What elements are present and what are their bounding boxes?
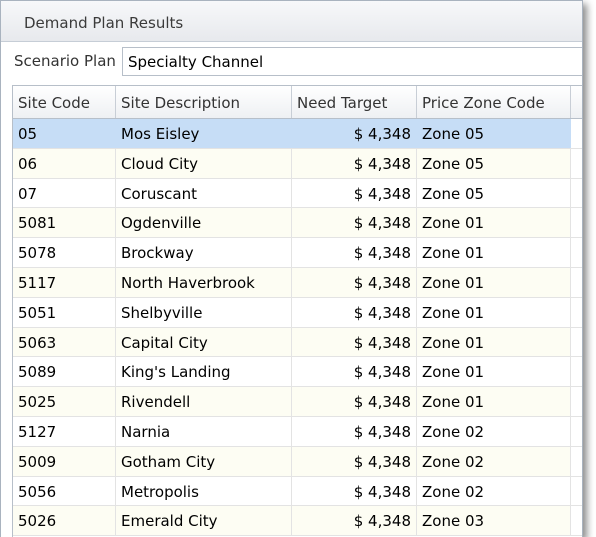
row-filler (571, 327, 582, 357)
need-target-cell[interactable]: $ 4,348 (292, 148, 417, 178)
site-description-cell[interactable]: Brockway (116, 238, 292, 267)
site-code-cell[interactable]: 06 (13, 148, 116, 178)
site-description-cell[interactable]: Emerald City (116, 506, 292, 536)
price-zone-code-cell[interactable]: Zone 05 (417, 178, 571, 208)
table-row[interactable]: 5025 Rivendell $ 4,348 Zone 01 (13, 387, 582, 417)
row-filler (571, 148, 582, 178)
scenario-plan-label: Scenario Plan (14, 52, 116, 70)
site-code-cell[interactable]: 5117 (13, 267, 116, 297)
row-filler (571, 297, 582, 327)
need-target-cell[interactable]: $ 4,348 (292, 267, 417, 297)
need-target-cell[interactable]: $ 4,348 (292, 238, 417, 267)
site-description-cell[interactable]: Metropolis (116, 476, 292, 506)
price-zone-code-cell[interactable]: Zone 01 (417, 327, 571, 357)
row-filler (571, 506, 582, 536)
need-target-cell[interactable]: $ 4,348 (292, 178, 417, 208)
site-code-cell[interactable]: 5089 (13, 357, 116, 387)
need-target-cell[interactable]: $ 4,348 (292, 416, 417, 446)
need-target-cell[interactable]: $ 4,348 (292, 327, 417, 357)
site-description-cell[interactable]: Cloud City (116, 148, 292, 178)
column-header-site-code[interactable]: Site Code (13, 86, 116, 118)
window-titlebar: Demand Plan Results (1, 1, 582, 42)
column-header-price-zone-code[interactable]: Price Zone Code (417, 86, 571, 118)
price-zone-code-cell[interactable]: Zone 03 (417, 506, 571, 536)
row-filler (571, 119, 582, 148)
site-code-cell[interactable]: 5026 (13, 506, 116, 536)
row-filler (571, 208, 582, 238)
site-code-cell[interactable]: 5051 (13, 297, 116, 327)
site-code-cell[interactable]: 5009 (13, 446, 116, 476)
grid-rows: 05 Mos Eisley $ 4,348 Zone 05 06 Cloud City $ … (13, 119, 582, 537)
site-description-cell[interactable]: Coruscant (116, 178, 292, 208)
table-row[interactable]: 5089 King's Landing $ 4,348 Zone 01 (13, 357, 582, 388)
price-zone-code-cell[interactable]: Zone 01 (417, 297, 571, 327)
need-target-cell[interactable]: $ 4,348 (292, 357, 417, 387)
site-description-cell[interactable]: North Haverbrook (116, 267, 292, 297)
table-row[interactable]: 07 Coruscant $ 4,348 Zone 05 (13, 178, 582, 209)
column-header-filler (571, 86, 582, 118)
site-description-cell[interactable]: Capital City (116, 327, 292, 357)
table-row[interactable]: 5056 Metropolis $ 4,348 Zone 02 (13, 476, 582, 507)
site-code-cell[interactable]: 5127 (13, 416, 116, 446)
row-filler (571, 446, 582, 476)
table-row[interactable]: 5081 Ogdenville $ 4,348 Zone 01 (13, 208, 582, 239)
demand-plan-results-window: Demand Plan Results Scenario Plan Specia… (0, 0, 583, 537)
table-row[interactable]: 5026 Emerald City $ 4,348 Zone 03 (13, 506, 582, 537)
site-description-cell[interactable]: King's Landing (116, 357, 292, 387)
table-row[interactable]: 5078 Brockway $ 4,348 Zone 01 (13, 238, 582, 268)
site-code-cell[interactable]: 5081 (13, 208, 116, 238)
price-zone-code-cell[interactable]: Zone 01 (417, 357, 571, 387)
site-description-cell[interactable]: Shelbyville (116, 297, 292, 327)
site-code-cell[interactable]: 5056 (13, 476, 116, 506)
table-row[interactable]: 5063 Capital City $ 4,348 Zone 01 (13, 327, 582, 358)
row-filler (571, 178, 582, 208)
grid-header: Site Code Site Description Need Target P… (13, 86, 582, 119)
row-filler (571, 476, 582, 506)
price-zone-code-cell[interactable]: Zone 01 (417, 208, 571, 238)
results-grid: Site Code Site Description Need Target P… (12, 85, 582, 537)
site-code-cell[interactable]: 5063 (13, 327, 116, 357)
price-zone-code-cell[interactable]: Zone 01 (417, 387, 571, 416)
row-filler (571, 416, 582, 446)
site-description-cell[interactable]: Narnia (116, 416, 292, 446)
site-description-cell[interactable]: Mos Eisley (116, 119, 292, 148)
price-zone-code-cell[interactable]: Zone 02 (417, 476, 571, 506)
table-row[interactable]: 05 Mos Eisley $ 4,348 Zone 05 (13, 119, 582, 149)
window-title: Demand Plan Results (24, 14, 184, 32)
site-code-cell[interactable]: 07 (13, 178, 116, 208)
table-row[interactable]: 5117 North Haverbrook $ 4,348 Zone 01 (13, 267, 582, 298)
table-row[interactable]: 06 Cloud City $ 4,348 Zone 05 (13, 148, 582, 179)
price-zone-code-cell[interactable]: Zone 01 (417, 238, 571, 267)
price-zone-code-cell[interactable]: Zone 02 (417, 446, 571, 476)
table-row[interactable]: 5009 Gotham City $ 4,348 Zone 02 (13, 446, 582, 477)
need-target-cell[interactable]: $ 4,348 (292, 297, 417, 327)
price-zone-code-cell[interactable]: Zone 05 (417, 119, 571, 148)
table-row[interactable]: 5127 Narnia $ 4,348 Zone 02 (13, 416, 582, 447)
need-target-cell[interactable]: $ 4,348 (292, 476, 417, 506)
need-target-cell[interactable]: $ 4,348 (292, 119, 417, 148)
need-target-cell[interactable]: $ 4,348 (292, 387, 417, 416)
site-description-cell[interactable]: Ogdenville (116, 208, 292, 238)
need-target-cell[interactable]: $ 4,348 (292, 506, 417, 536)
site-description-cell[interactable]: Rivendell (116, 387, 292, 416)
price-zone-code-cell[interactable]: Zone 05 (417, 148, 571, 178)
price-zone-code-cell[interactable]: Zone 02 (417, 416, 571, 446)
need-target-cell[interactable]: $ 4,348 (292, 208, 417, 238)
site-code-cell[interactable]: 5078 (13, 238, 116, 267)
scenario-plan-field[interactable]: Specialty Channel (122, 47, 582, 76)
row-filler (571, 357, 582, 387)
row-filler (571, 267, 582, 297)
row-filler (571, 238, 582, 267)
table-row[interactable]: 5051 Shelbyville $ 4,348 Zone 01 (13, 297, 582, 328)
price-zone-code-cell[interactable]: Zone 01 (417, 267, 571, 297)
site-code-cell[interactable]: 05 (13, 119, 116, 148)
column-header-need-target[interactable]: Need Target (292, 86, 417, 118)
site-description-cell[interactable]: Gotham City (116, 446, 292, 476)
column-header-site-description[interactable]: Site Description (116, 86, 292, 118)
site-code-cell[interactable]: 5025 (13, 387, 116, 416)
row-filler (571, 387, 582, 416)
need-target-cell[interactable]: $ 4,348 (292, 446, 417, 476)
